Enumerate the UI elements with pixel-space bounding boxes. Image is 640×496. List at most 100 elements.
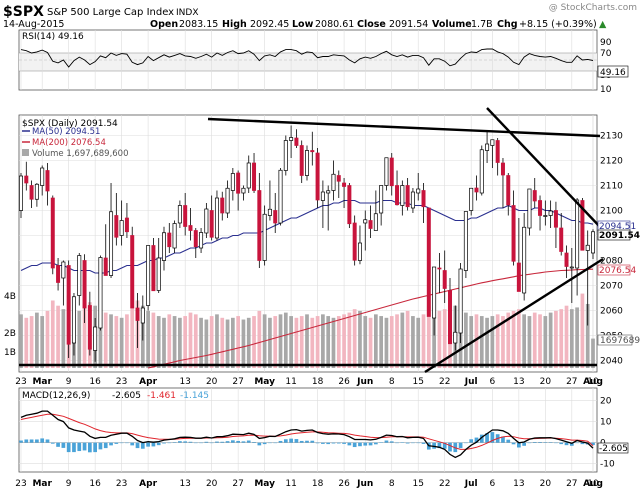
macd-histogram-bar bbox=[384, 440, 389, 443]
macd-histogram-bar bbox=[109, 442, 113, 446]
volume-bar bbox=[29, 316, 34, 368]
price-legend: MA(50) 2094.51 MA(200) 2076.54 Volume 1,… bbox=[22, 127, 129, 159]
macd-histogram-bar bbox=[501, 436, 505, 443]
symbol-title: $SPX bbox=[3, 4, 44, 20]
volume-bar bbox=[289, 316, 293, 368]
candle-body bbox=[389, 157, 394, 187]
macd-histogram-bar bbox=[490, 432, 495, 443]
volume-bar bbox=[61, 309, 66, 368]
volume-bar bbox=[490, 316, 495, 368]
macd-histogram-bar bbox=[368, 442, 373, 446]
candle-body bbox=[40, 167, 45, 186]
x-tick-label: 9 bbox=[66, 377, 72, 387]
volume-bar bbox=[442, 309, 447, 368]
macd-tick: 10 bbox=[600, 418, 612, 428]
macd-histogram-bar bbox=[305, 440, 309, 443]
x-tick-label: 16 bbox=[89, 479, 101, 489]
volume-bar bbox=[421, 314, 426, 368]
volume-bar bbox=[485, 317, 489, 368]
volume-bar bbox=[56, 305, 60, 368]
x-tick-label: Jul bbox=[464, 377, 478, 387]
candle-body bbox=[98, 257, 103, 329]
volume-y-axis: 4B 2B 1B bbox=[4, 292, 16, 358]
trendline-rising bbox=[424, 257, 604, 374]
x-tick-label: 20 bbox=[540, 377, 552, 387]
macd-histogram-bar bbox=[326, 442, 331, 445]
up-arrow-icon: ▲ bbox=[599, 19, 607, 30]
x-tick-label: 27 bbox=[566, 479, 577, 489]
candle-body bbox=[538, 200, 543, 216]
macd-histogram-bar bbox=[61, 442, 66, 448]
macd-signal-line bbox=[20, 413, 594, 450]
legend-volume-swatch bbox=[22, 149, 29, 156]
candle-body bbox=[384, 157, 389, 186]
volume-bar bbox=[178, 317, 182, 368]
candle-body bbox=[135, 307, 140, 321]
volume-bar bbox=[125, 314, 129, 368]
candle-body bbox=[490, 139, 495, 146]
macd-histogram-bar bbox=[77, 442, 82, 452]
candle-body bbox=[214, 197, 219, 239]
rsi-tick: 10 bbox=[600, 85, 612, 95]
price-tick: 2120 bbox=[600, 157, 623, 167]
candle-body bbox=[591, 231, 595, 254]
volume-bar bbox=[569, 309, 574, 368]
candle-body bbox=[580, 200, 585, 251]
chg-label: Chg bbox=[497, 19, 518, 30]
volume-bar bbox=[516, 309, 521, 368]
macd-histogram-bar bbox=[342, 442, 346, 444]
volume-bar bbox=[119, 317, 124, 368]
macd-histogram-bar bbox=[564, 442, 569, 446]
macd-histogram-bar bbox=[548, 442, 553, 443]
macd-histogram-bar bbox=[262, 442, 267, 445]
macd-histogram-bar bbox=[511, 442, 516, 445]
candle-body bbox=[421, 190, 426, 208]
x-tick-label: Jun bbox=[356, 377, 373, 387]
macd-histogram-bar bbox=[543, 442, 548, 443]
candle-body bbox=[442, 270, 447, 289]
volume-bar bbox=[241, 319, 246, 368]
rsi-panel: RSI(14) 49.16 90 70 30 10 49.16 bbox=[18, 29, 629, 95]
x-tick-label: 9 bbox=[66, 479, 72, 489]
macd-histogram-bar bbox=[130, 442, 135, 446]
volume-bar bbox=[246, 317, 251, 368]
x-tick-label: Aug bbox=[583, 377, 603, 387]
macd-histogram-bar bbox=[294, 439, 299, 443]
price-tick: 2110 bbox=[600, 182, 623, 192]
volume-bar bbox=[220, 317, 225, 368]
volume-bar bbox=[114, 316, 119, 368]
candle-body bbox=[548, 210, 553, 216]
candle-body bbox=[241, 187, 246, 194]
volume-bar bbox=[411, 316, 415, 368]
candle-body bbox=[183, 205, 188, 227]
candle-body bbox=[373, 213, 378, 231]
volume-bar bbox=[172, 316, 177, 368]
volume-bar bbox=[464, 312, 468, 368]
candle-body bbox=[278, 169, 283, 224]
x-tick-label: 18 bbox=[312, 377, 324, 387]
volume-tag bbox=[597, 334, 633, 346]
volume-bar bbox=[511, 310, 516, 368]
volume-bar bbox=[50, 300, 55, 368]
x-tick-label: Jun bbox=[356, 479, 373, 489]
macd-tick: 20 bbox=[600, 397, 612, 407]
volume-bar bbox=[405, 310, 410, 368]
macd-histogram-bar bbox=[321, 442, 325, 444]
macd-histogram-bar bbox=[591, 442, 595, 446]
candle-body bbox=[262, 213, 267, 261]
volume-bar bbox=[585, 303, 590, 368]
candle-body bbox=[172, 223, 177, 249]
rsi-tick: 70 bbox=[600, 49, 612, 59]
macd-histogram-bar bbox=[442, 442, 447, 449]
macd-histogram-bar bbox=[178, 441, 182, 443]
volume-value: 1.7B bbox=[471, 19, 493, 30]
candle-body bbox=[156, 257, 161, 291]
x-tick-label: Mar bbox=[32, 377, 52, 387]
quote-date: 14-Aug-2015 bbox=[3, 19, 64, 30]
volume-bar bbox=[580, 293, 585, 368]
volume-bar bbox=[432, 307, 436, 368]
x-tick-label: 11 bbox=[285, 377, 296, 387]
x-tick-label: 6 bbox=[490, 377, 496, 387]
x-axis-labels-bottom: 23 Mar 9 16 23 Apr 13 20 27 May 11 18 26 Jun 8 15 22 Jul 6… bbox=[15, 479, 603, 489]
macd-histogram-bar bbox=[98, 442, 103, 450]
